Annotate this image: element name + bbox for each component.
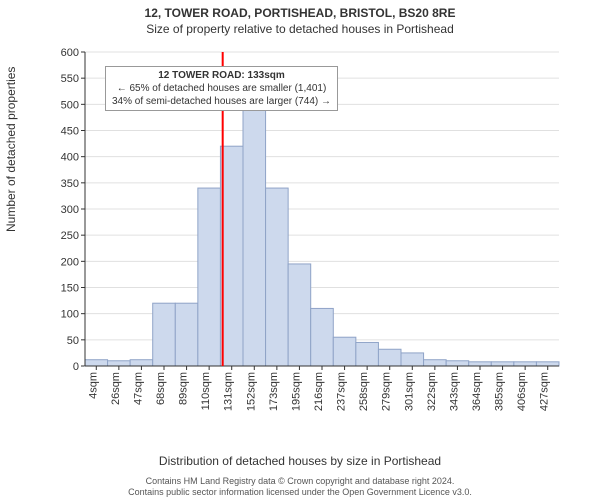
svg-text:100: 100 [61,309,79,321]
annotation-line3: 34% of semi-detached houses are larger (… [112,95,331,108]
svg-text:364sqm: 364sqm [471,372,483,411]
annotation-title: 12 TOWER ROAD: 133sqm [112,69,331,82]
svg-text:216sqm: 216sqm [313,372,325,411]
svg-text:195sqm: 195sqm [290,372,302,411]
svg-text:50: 50 [67,335,79,347]
svg-text:406sqm: 406sqm [516,372,528,411]
svg-text:26sqm: 26sqm [110,372,122,405]
svg-text:131sqm: 131sqm [223,372,235,411]
svg-text:47sqm: 47sqm [132,372,144,405]
svg-text:0: 0 [73,361,79,373]
svg-text:89sqm: 89sqm [178,372,190,405]
x-axis-label: Distribution of detached houses by size … [0,454,600,468]
svg-text:427sqm: 427sqm [539,372,551,411]
svg-text:110sqm: 110sqm [200,372,212,410]
annotation-box: 12 TOWER ROAD: 133sqm ← 65% of detached … [105,66,338,111]
svg-text:279sqm: 279sqm [381,372,393,411]
svg-text:322sqm: 322sqm [426,372,438,411]
page-subtitle: Size of property relative to detached ho… [0,22,600,36]
footer-line2: Contains public sector information licen… [0,487,600,498]
svg-text:385sqm: 385sqm [494,372,506,411]
svg-text:350: 350 [61,178,79,190]
annotation-line2: ← 65% of detached houses are smaller (1,… [112,82,331,95]
svg-text:200: 200 [61,256,79,268]
svg-text:550: 550 [61,73,79,85]
svg-text:500: 500 [61,99,79,111]
svg-text:400: 400 [61,152,79,164]
svg-text:600: 600 [61,47,79,59]
svg-text:258sqm: 258sqm [358,372,370,411]
svg-text:237sqm: 237sqm [336,372,348,411]
svg-text:450: 450 [61,126,79,138]
footer: Contains HM Land Registry data © Crown c… [0,476,600,498]
svg-text:68sqm: 68sqm [155,372,167,405]
y-axis-label: Number of detached properties [4,67,18,232]
svg-text:301sqm: 301sqm [403,372,415,411]
svg-text:300: 300 [61,204,79,216]
svg-text:4sqm: 4sqm [87,372,99,399]
page-title: 12, TOWER ROAD, PORTISHEAD, BRISTOL, BS2… [0,6,600,20]
svg-text:250: 250 [61,230,79,242]
svg-text:343sqm: 343sqm [448,372,460,411]
svg-text:150: 150 [61,283,79,295]
chart-header: 12, TOWER ROAD, PORTISHEAD, BRISTOL, BS2… [0,0,600,36]
svg-text:173sqm: 173sqm [268,372,280,411]
plot-area: 0 50 100 150 200 250 300 350 400 450 500 550 600 4sqm… [55,46,565,426]
svg-text:152sqm: 152sqm [245,372,257,411]
footer-line1: Contains HM Land Registry data © Crown c… [0,476,600,487]
